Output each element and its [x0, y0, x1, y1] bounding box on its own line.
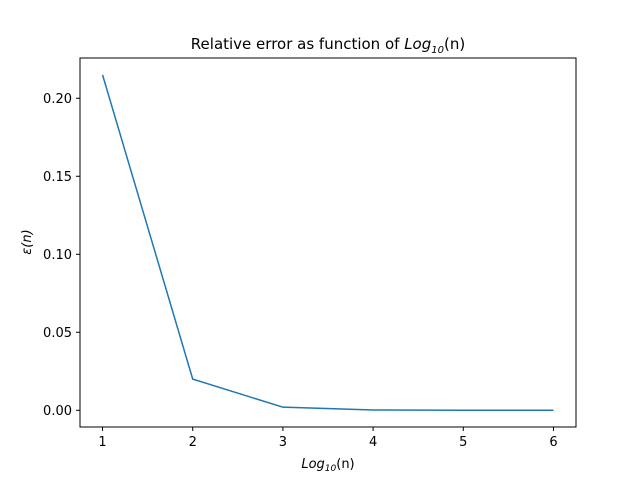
- x-tick-label: 1: [98, 435, 106, 450]
- y-tick-label: 0.15: [43, 170, 72, 185]
- x-tick-label: 4: [369, 435, 377, 450]
- chart-title-math-sub: 10: [431, 45, 444, 56]
- data-point: [281, 406, 284, 409]
- y-tick-label: 0.20: [43, 92, 72, 107]
- x-axis-label-math-sub: 10: [325, 464, 337, 474]
- data-point: [191, 378, 194, 381]
- x-tick-label: 5: [459, 435, 467, 450]
- chart-title-math-base: Log: [404, 35, 431, 53]
- x-axis-label-math-base: Log: [301, 457, 324, 472]
- data-point: [372, 408, 375, 411]
- x-axis-label: Log10(n): [301, 457, 354, 474]
- y-tick-label: 0.10: [43, 248, 72, 263]
- y-axis: 0.00 0.05 0.10 0.15 0.20: [43, 92, 80, 419]
- data-point: [552, 409, 555, 412]
- data-point: [101, 73, 104, 76]
- y-axis-label: ε(n): [20, 229, 35, 254]
- x-axis-label-suffix: (n): [336, 457, 354, 472]
- series-line: [101, 74, 554, 412]
- x-tick-label: 3: [279, 435, 287, 450]
- axes-frame: [79, 57, 577, 428]
- y-tick-label: 0.00: [43, 404, 72, 419]
- x-axis: 1 2 3 4 5 6: [98, 427, 558, 450]
- chart-title-suffix: (n): [444, 35, 465, 53]
- y-tick-label: 0.05: [43, 326, 72, 341]
- chart-title-prefix: Relative error as function of: [191, 35, 404, 53]
- data-point: [462, 409, 465, 412]
- chart-title: Relative error as function of Log10(n): [191, 35, 465, 56]
- x-tick-label: 6: [549, 435, 557, 450]
- x-tick-label: 2: [189, 435, 197, 450]
